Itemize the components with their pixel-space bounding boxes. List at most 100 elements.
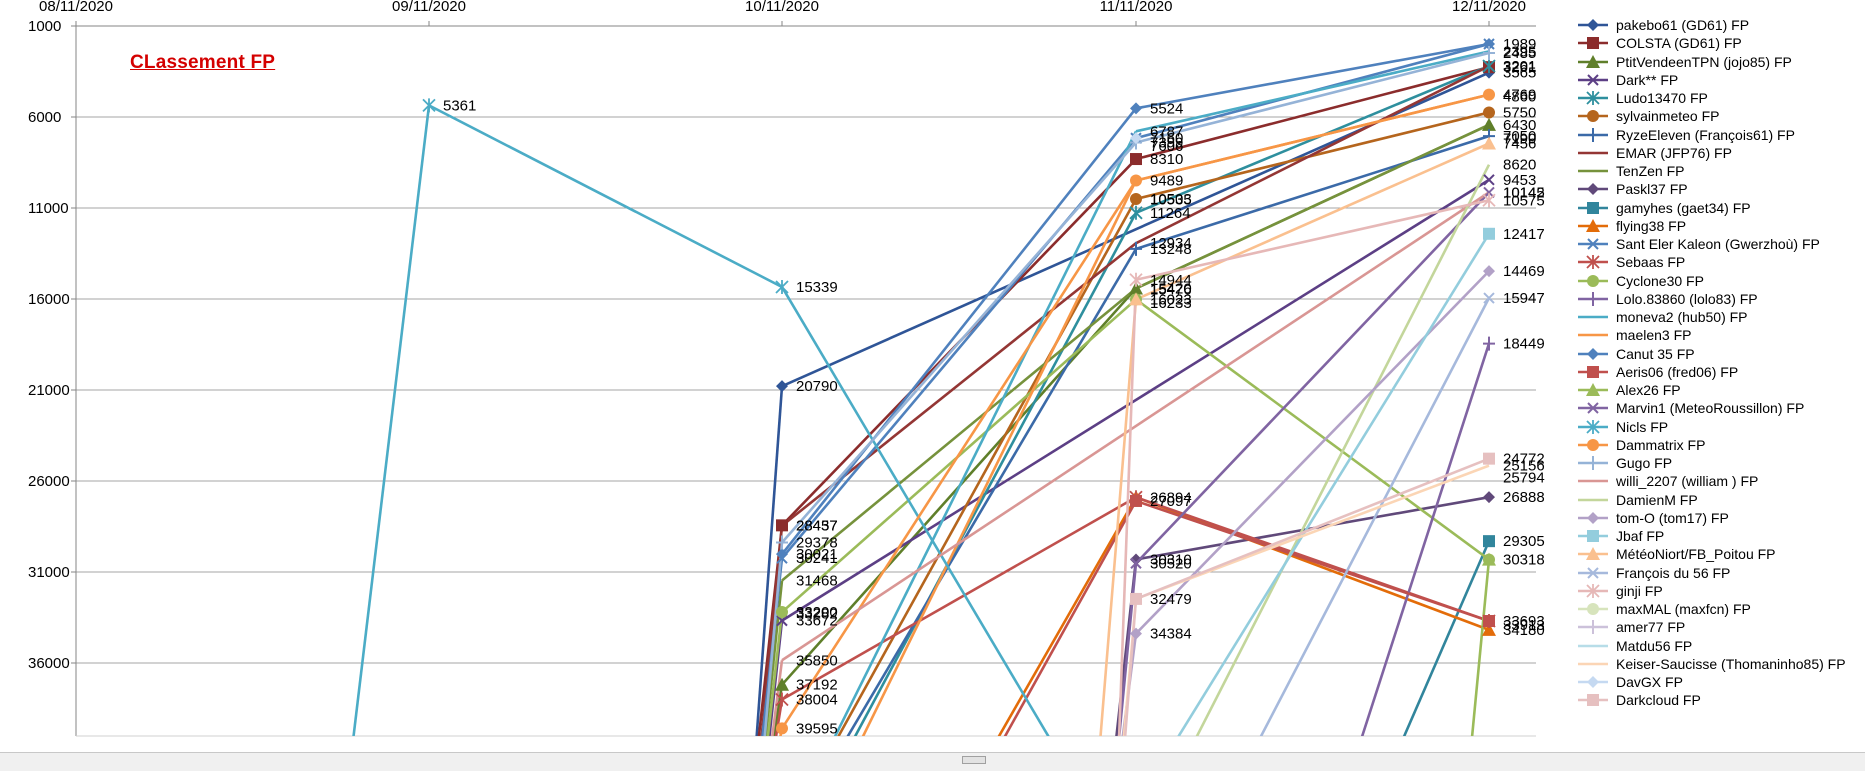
data-point [1586, 419, 1600, 434]
series-entry-segment [861, 179, 1138, 736]
data-point [775, 692, 789, 707]
data-label: 26888 [1503, 489, 1545, 506]
series-entry-segment [833, 130, 1138, 736]
data-label: 13248 [1150, 241, 1192, 258]
series-entry-segment [1195, 164, 1491, 736]
legend-entry: tom-O (tom17) FP [1578, 509, 1863, 527]
y-tick-label: 26000 [28, 473, 70, 490]
resize-grip-icon[interactable] [962, 756, 986, 764]
data-label: 29305 [1503, 533, 1545, 550]
data-label: 10503 [1150, 191, 1192, 208]
data-point [1129, 272, 1143, 287]
legend-entry: flying38 FP [1578, 217, 1863, 235]
data-label: 7606 [1150, 138, 1183, 155]
chart-title: CLassement FP [130, 52, 276, 73]
series-line-segment [781, 496, 1137, 701]
series-entry-segment [846, 248, 1138, 736]
x-tick-label: 09/11/2020 [392, 0, 466, 15]
legend-entry: MétéoNiort/FB_Poitou FP [1578, 545, 1863, 563]
data-label: 2485 [1503, 45, 1536, 62]
legend-swatch [1578, 151, 1608, 155]
series-line-segment [780, 179, 1138, 730]
data-label: 33672 [796, 613, 838, 630]
legend-label: DavGX FP [1616, 674, 1683, 691]
legend-swatch [1578, 694, 1608, 707]
data-label: 3201 [1503, 58, 1536, 75]
data-point [1483, 535, 1495, 548]
legend-entry: Dammatrix FP [1578, 436, 1863, 454]
legend-label: Sant Eler Kaleon (Gwerzhoù) FP [1616, 236, 1820, 253]
data-point [1587, 566, 1599, 579]
data-label: 38004 [796, 691, 838, 708]
legend-swatch [1578, 620, 1608, 635]
series-exit-segment [780, 286, 1050, 736]
legend-entry: Cyclone30 FP [1578, 272, 1863, 290]
legend-label: Ludo13470 FP [1616, 90, 1708, 107]
data-point [1483, 37, 1495, 50]
legend-entry: sylvainmeteo FP [1578, 107, 1863, 125]
legend-entry: pakebo61 (GD61) FP [1578, 16, 1863, 34]
data-label: 29378 [796, 534, 838, 551]
legend-label: moneva2 (hub50) FP [1616, 309, 1748, 326]
data-label: 10575 [1503, 192, 1545, 209]
data-point [1483, 88, 1495, 101]
series-entry-segment [1099, 299, 1138, 736]
data-point [1130, 132, 1142, 145]
data-point [1587, 365, 1599, 378]
data-label: 15339 [796, 279, 838, 296]
legend-label: ginji FP [1616, 582, 1663, 599]
series-entry-segment [1259, 297, 1491, 736]
legend-swatch [1578, 334, 1608, 337]
data-label: 6787 [1150, 123, 1183, 140]
data-point [1483, 106, 1495, 119]
legend-swatch [1578, 127, 1608, 142]
data-point [776, 535, 788, 550]
data-label: 7160 [1150, 130, 1183, 147]
series-entry-segment [1003, 500, 1138, 736]
legend-label: flying38 FP [1616, 217, 1687, 234]
legend-label: Jbaf FP [1616, 528, 1665, 545]
series-line-segment [1135, 496, 1490, 632]
data-label: 34180 [1503, 622, 1545, 639]
legend-entry: ginji FP [1578, 582, 1863, 600]
data-point [1586, 255, 1600, 270]
data-label: 9453 [1503, 172, 1536, 189]
legend-entry: DamienM FP [1578, 491, 1863, 509]
legend-entry: Darkcloud FP [1578, 691, 1863, 709]
legend-entry: DavGX FP [1578, 673, 1863, 691]
series-line-segment [1135, 191, 1490, 565]
data-point [1587, 201, 1599, 214]
data-point [1129, 281, 1143, 295]
series-entry-segment [1402, 540, 1491, 736]
legend-label: gamyhes (gaet34) FP [1616, 199, 1751, 216]
series-entry-segment [837, 198, 1138, 736]
data-point [1482, 193, 1496, 208]
legend-label: sylvainmeteo FP [1616, 108, 1720, 125]
series-entry-segment [763, 542, 784, 736]
y-tick-label: 6000 [28, 109, 61, 126]
legend-swatch [1578, 110, 1608, 123]
data-point [1482, 117, 1496, 131]
legend-swatch [1578, 419, 1608, 434]
legend-label: COLSTA (GD61) FP [1616, 35, 1742, 52]
legend-label: Darkcloud FP [1616, 692, 1701, 709]
data-point [1129, 205, 1143, 220]
legend-label: PtitVendeenTPN (jojo85) FP [1616, 53, 1792, 70]
legend-entry: Aeris06 (fred06) FP [1578, 363, 1863, 381]
data-point [1587, 19, 1599, 32]
series-line-segment [1135, 298, 1490, 561]
legend-label: Paskl37 FP [1616, 181, 1688, 198]
legend-swatch [1578, 54, 1608, 68]
data-point [1130, 153, 1142, 166]
data-point [1587, 511, 1599, 524]
legend-entry: maxMAL (maxfcn) FP [1578, 600, 1863, 618]
legend-label: Dammatrix FP [1616, 436, 1706, 453]
x-tick-label: 10/11/2020 [745, 0, 819, 15]
series-line-segment [1135, 142, 1490, 301]
data-label: 33913 [1503, 617, 1545, 634]
data-label: 24772 [1503, 451, 1545, 468]
series-line-segment [781, 287, 1137, 582]
data-point [1587, 291, 1599, 306]
data-label: 8310 [1150, 151, 1183, 168]
data-point [1482, 622, 1496, 636]
